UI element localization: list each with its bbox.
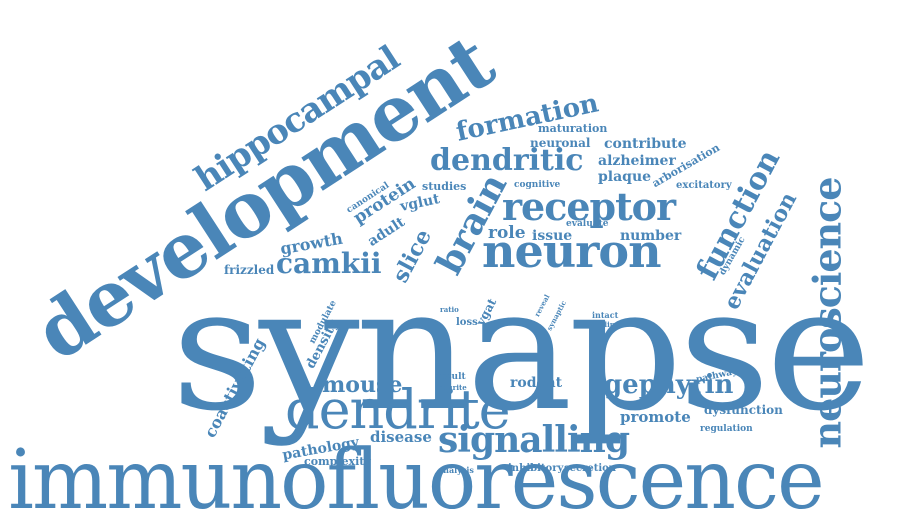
word-plaque: plaque [598, 169, 652, 185]
word-excitatory: excitatory [676, 180, 732, 191]
word-receptor: receptor [502, 184, 676, 229]
word-complexity: complexity [304, 455, 371, 468]
word-frizzled: frizzled [224, 263, 275, 277]
word-studies: studies [422, 180, 467, 193]
word-neuronal: neuronal [530, 136, 591, 150]
word-contribute: contribute [604, 136, 687, 152]
word-signalling: signalling [438, 419, 630, 461]
word-number: number [620, 228, 682, 244]
word-finding: finding [592, 320, 620, 329]
word-dendrite: dendrite [285, 378, 511, 441]
word-disease: disease [370, 428, 432, 446]
word-dendritic: dendritic [430, 143, 584, 178]
word-intact: intact [592, 310, 619, 320]
word-neurite: neurite [438, 383, 467, 392]
word-issue: issue [532, 228, 573, 244]
word-promote: promote [620, 408, 691, 426]
word-neuron: neuron [482, 224, 662, 278]
word-mouse: mouse [322, 372, 403, 398]
word-regulation: regulation [700, 424, 753, 434]
word-maturation: maturation [538, 122, 608, 135]
word-result: result [436, 372, 466, 382]
word-cognitive: cognitive [514, 180, 561, 190]
word-alzheimer: alzheimer [598, 153, 676, 169]
word-immunofluorescence: immunofluorescence [8, 433, 824, 528]
word-role: role [488, 223, 526, 243]
word-secretion: secretion [564, 463, 617, 474]
word-dysfunction: dysfunction [704, 403, 783, 417]
word-rodent: rodent [510, 375, 563, 391]
word-analysis: analysis [438, 465, 474, 475]
word-synapse: synapse [171, 251, 871, 449]
word-inhibitory: inhibitory [508, 463, 564, 474]
word-camkii: camkii [276, 247, 382, 280]
word-ratio: ratio [440, 305, 459, 314]
word-evaluate: evaluate [566, 219, 609, 229]
word-loss: loss [456, 317, 478, 328]
word-gephyrin: gephyrin [604, 370, 734, 400]
word-neuroscience: neuroscience [804, 177, 850, 449]
